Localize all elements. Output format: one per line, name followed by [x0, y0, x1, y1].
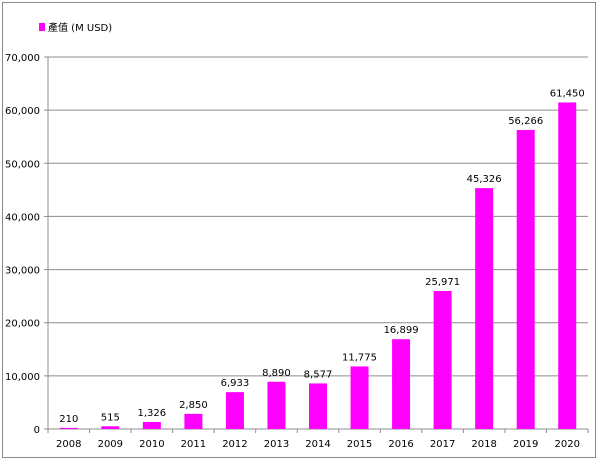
data-label: 6,933 [221, 378, 250, 389]
bar-2016 [392, 339, 411, 429]
y-tick-label: 0 [34, 425, 40, 436]
data-label: 56,266 [508, 116, 543, 127]
bar-2011 [184, 413, 203, 429]
bar-2020 [558, 102, 577, 430]
data-label: 16,899 [384, 325, 419, 336]
x-tick-label: 2017 [430, 439, 455, 450]
x-tick-label: 2016 [388, 439, 413, 450]
bar-2015 [350, 366, 369, 429]
legend: 產值 (M USD) [39, 21, 112, 34]
x-tick-label: 2019 [513, 439, 538, 450]
y-tick-label: 10,000 [5, 372, 40, 383]
data-label: 1,326 [138, 408, 167, 419]
data-label: 8,577 [304, 369, 333, 380]
data-label: 2,850 [179, 400, 208, 411]
x-tick-label: 2009 [98, 439, 123, 450]
bar-2013 [267, 381, 286, 429]
x-tick-label: 2012 [222, 439, 247, 450]
x-tick-label: 2013 [264, 439, 289, 450]
x-tick-label: 2018 [471, 439, 496, 450]
y-tick-label: 20,000 [5, 319, 40, 330]
x-tick-label: 2014 [305, 439, 330, 450]
bar-2009 [101, 426, 120, 429]
bar-2018 [475, 188, 494, 429]
bar-2014 [309, 383, 327, 429]
bar-2019 [516, 129, 535, 430]
chart-frame [2, 2, 596, 458]
legend-label: 產值 (M USD) [48, 21, 112, 34]
x-tick-label: 2008 [56, 439, 81, 450]
y-tick-label: 50,000 [5, 159, 40, 170]
data-label: 515 [101, 412, 120, 423]
data-label: 61,450 [550, 88, 585, 99]
y-tick-label: 40,000 [5, 212, 40, 223]
x-tick-label: 2015 [347, 439, 372, 450]
x-tick-label: 2020 [555, 439, 580, 450]
y-tick-label: 70,000 [5, 53, 40, 64]
data-label: 25,971 [425, 277, 460, 288]
bar-2017 [433, 290, 452, 429]
data-label: 210 [59, 414, 78, 425]
data-label: 45,326 [467, 174, 502, 185]
bar-2008 [59, 427, 78, 429]
bar-2012 [225, 392, 244, 429]
y-tick-label: 60,000 [5, 106, 40, 117]
y-tick-label: 30,000 [5, 266, 40, 277]
data-label: 11,775 [342, 352, 377, 363]
data-label: 8,890 [262, 368, 291, 379]
bar-2010 [142, 421, 161, 429]
legend-swatch [39, 23, 45, 31]
x-tick-label: 2011 [181, 439, 206, 450]
x-tick-label: 2010 [139, 439, 164, 450]
